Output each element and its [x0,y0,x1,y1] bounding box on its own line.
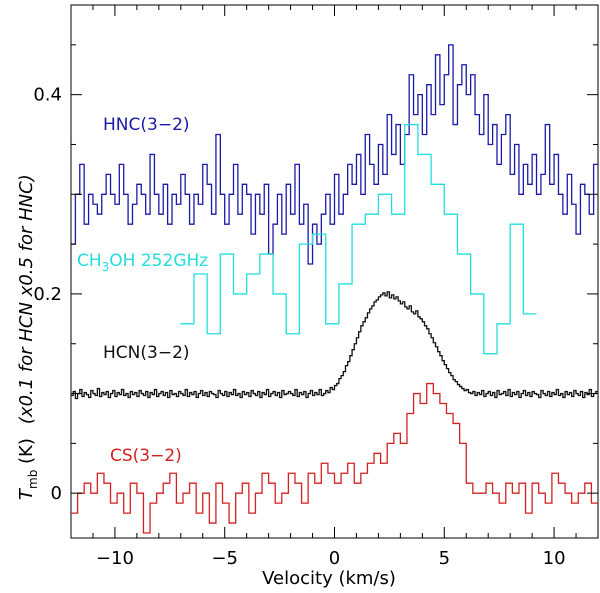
series-line-3 [71,382,598,534]
x-tick-label: 5 [439,548,450,569]
y-tick-label: 0.4 [33,85,62,106]
y-tick-labels: 0 0.2 0.4 [33,85,62,505]
y-tick-label: 0 [51,483,62,504]
y-axis-title-unit: (K) [16,438,37,470]
series-line-1 [180,123,537,355]
x-tick-label: −10 [96,548,134,569]
x-tick-labels: −10 −5 0 5 10 [96,548,566,569]
y-axis-title-note: (x0.1 for HCN x0.5 for HNC) [16,174,37,424]
ch3oh-label-rest: OH 252GHz [109,251,208,271]
x-tick-label: −5 [211,548,238,569]
ch3oh-label-ch: CH [77,251,102,271]
x-tick-label: 0 [329,548,340,569]
series-line-2 [71,291,598,400]
y-axis-title-text: Tmb (K) (x0.1 for HCN x0.5 for HNC) [16,174,40,500]
series-label-ch3oh: CH3OH 252GHz [77,251,208,274]
series-label-hnc: HNC(3−2) [103,115,190,135]
series-label-cs: CS(3−2) [110,446,182,466]
x-tick-label: 10 [543,548,566,569]
series-layer [71,44,598,534]
y-axis-title: Tmb (K) (x0.1 for HCN x0.5 for HNC) [16,174,40,500]
y-axis-title-t: T [16,487,37,500]
y-tick-label: 0.2 [33,284,62,305]
tick-layer [70,5,599,538]
x-axis-title: Velocity (km/s) [262,568,396,589]
series-line-0 [71,44,598,265]
y-axis-title-subscript: mb [26,470,40,489]
ch3oh-label-subscript: 3 [102,260,110,274]
series-label-hcn: HCN(3−2) [103,343,190,363]
